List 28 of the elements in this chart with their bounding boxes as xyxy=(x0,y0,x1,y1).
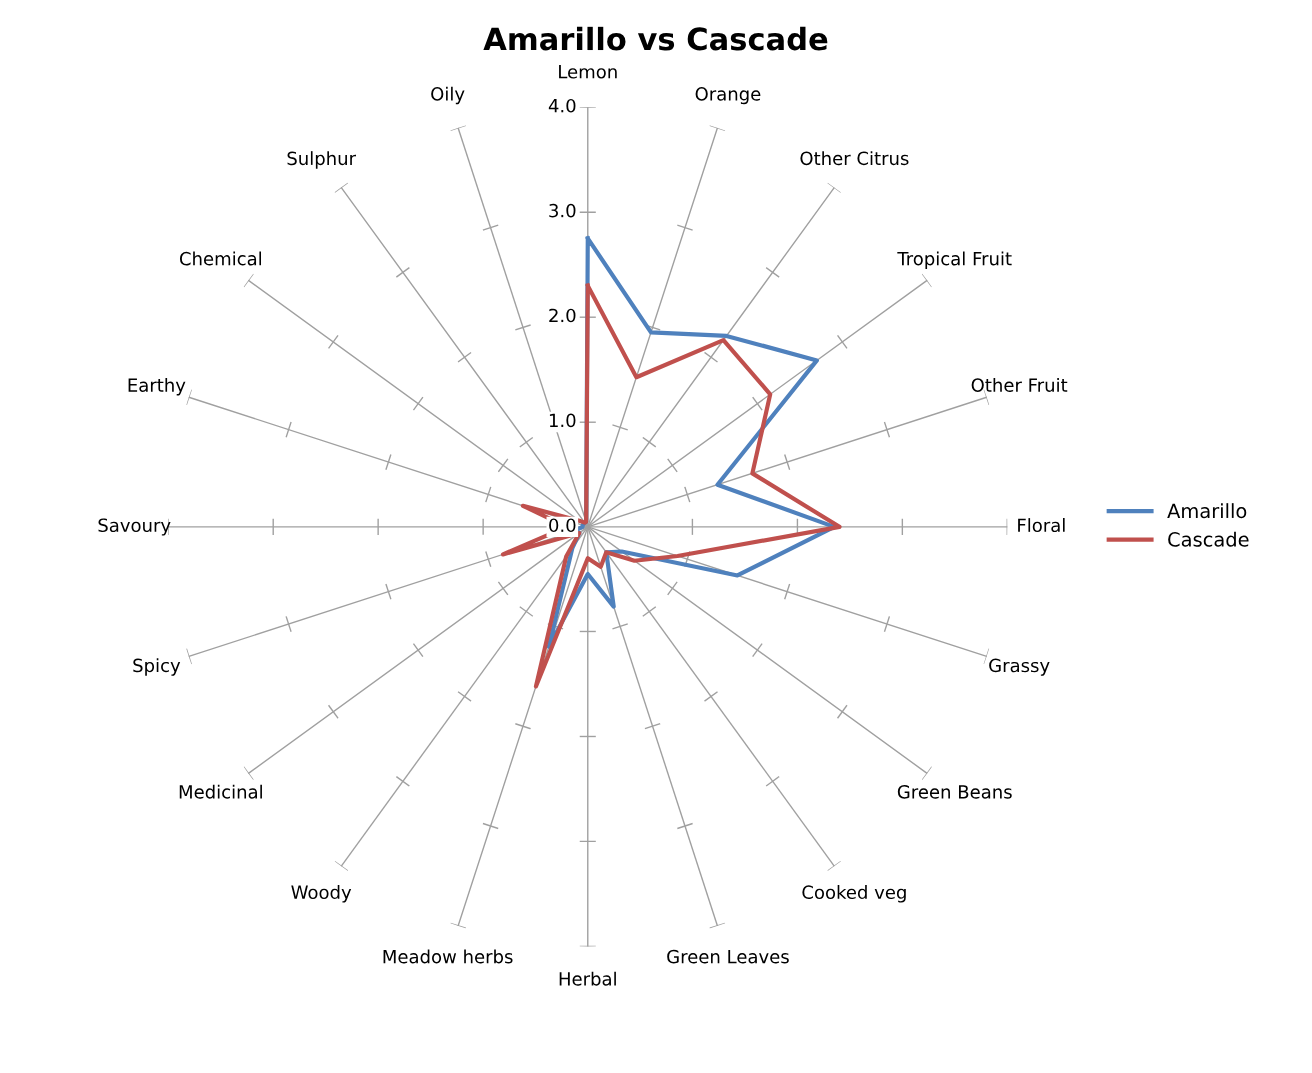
spoke-label: Medicinal xyxy=(179,784,262,799)
spoke-label: Cooked veg xyxy=(802,885,906,903)
legend-label: Cascade xyxy=(1168,531,1249,547)
spoke-label: Woody xyxy=(291,885,352,903)
legend-label: Amarillo xyxy=(1167,503,1247,519)
chart-title: Amarillo vs Cascade xyxy=(483,26,828,51)
spoke-label: Other Fruit xyxy=(971,377,1068,392)
spoke-label: Spicy xyxy=(133,658,181,676)
y-tick-label: 3.0 xyxy=(549,203,576,218)
spoke-label: Orange xyxy=(695,87,761,105)
spoke-label: Lemon xyxy=(559,65,617,79)
y-tick-label: 0.0 xyxy=(549,518,576,533)
y-tick-label: 4.0 xyxy=(548,98,576,113)
spoke-label: Oily xyxy=(431,86,465,105)
spoke-label: Herbal xyxy=(559,971,616,986)
spoke-label: Green Leaves xyxy=(667,949,789,964)
spoke-label: Other Citrus xyxy=(800,151,909,166)
spoke-label: Savoury xyxy=(98,518,171,536)
spoke-label: Floral xyxy=(1018,518,1065,533)
spoke-label: Grassy xyxy=(989,658,1050,676)
y-tick-label: 1.0 xyxy=(549,413,576,428)
y-tick-label: 2.0 xyxy=(549,308,576,323)
spoke-label: Green Beans xyxy=(897,785,1012,799)
spoke-label: Sulphur xyxy=(287,151,357,169)
spoke-label: Tropical Fruit xyxy=(897,251,1012,269)
spoke-label: Earthy xyxy=(128,377,186,396)
spoke-label: Meadow herbs xyxy=(383,949,513,964)
spoke-label: Chemical xyxy=(179,251,262,266)
